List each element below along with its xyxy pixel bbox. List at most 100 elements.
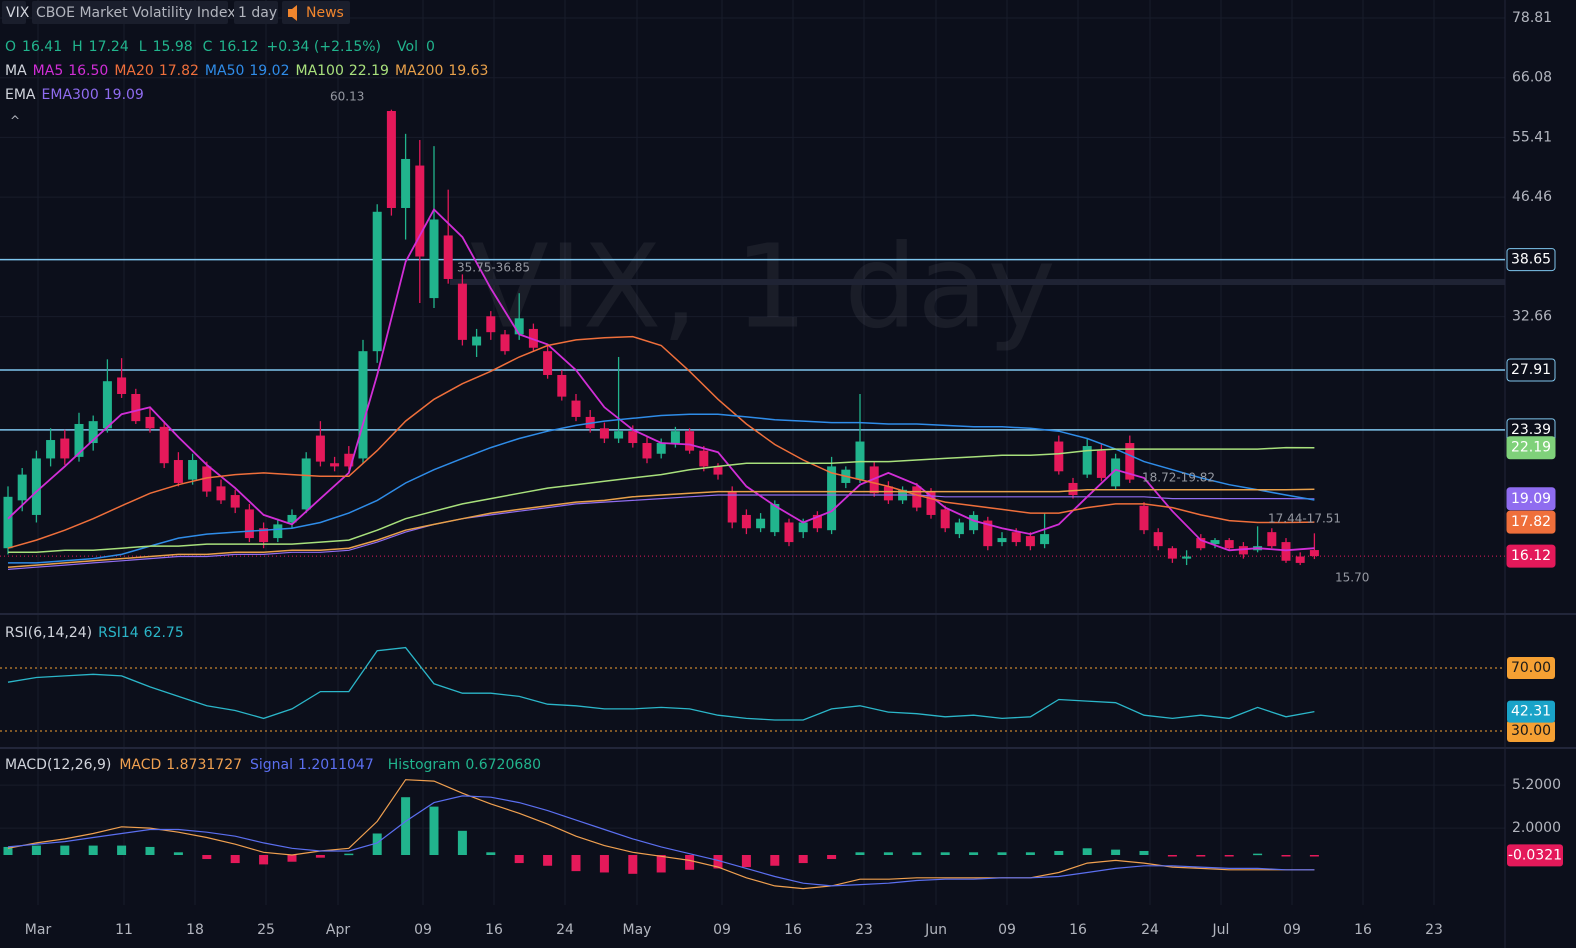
macd-last-label: -0.0321 xyxy=(1508,847,1562,863)
histogram-bar xyxy=(1253,853,1263,856)
header-box[interactable] xyxy=(2,1,26,24)
candle-body xyxy=(472,336,482,346)
header-box[interactable] xyxy=(32,1,228,24)
x-tick-label: 23 xyxy=(1425,922,1443,938)
header-box[interactable] xyxy=(282,1,350,24)
histogram-bar xyxy=(60,845,70,855)
candle-body xyxy=(486,316,496,333)
ma-line xyxy=(7,208,1315,552)
candle-body xyxy=(656,443,666,454)
news-icon xyxy=(288,5,297,21)
y-tick-label: 78.81 xyxy=(1512,10,1552,26)
histogram-bar xyxy=(514,855,524,864)
candle-body xyxy=(827,466,837,531)
header-text[interactable]: 1 day xyxy=(238,5,277,21)
x-tick-label: 16 xyxy=(784,922,802,938)
legend-item: 62.75 xyxy=(144,625,184,641)
legend-item: RSI(6,14,24) xyxy=(5,625,92,641)
header-text[interactable]: VIX xyxy=(6,5,30,21)
candle-body xyxy=(1025,536,1035,547)
candle-body xyxy=(869,466,879,494)
candle-body xyxy=(31,458,41,515)
header-text[interactable]: News xyxy=(306,5,344,21)
candle-body xyxy=(1054,441,1064,472)
macd-last-box xyxy=(1507,844,1563,867)
candle-body xyxy=(784,522,794,543)
x-tick-label: 16 xyxy=(1354,922,1372,938)
candle-body xyxy=(443,235,453,279)
candle-body xyxy=(1111,458,1121,487)
histogram-bar xyxy=(798,855,808,864)
price-label-box xyxy=(1506,358,1556,382)
y-tick-label: 46.46 xyxy=(1512,189,1552,205)
legend-item: 19.09 xyxy=(104,87,144,103)
rsi-last-box xyxy=(1507,700,1555,723)
rsi-legend: RSI(6,14,24) RSI14 62.75 xyxy=(5,625,184,641)
histogram-bar xyxy=(827,855,837,860)
candle-body xyxy=(798,522,808,533)
candle-body xyxy=(713,466,723,475)
price-label: 38.65 xyxy=(1511,252,1551,268)
histogram-bar xyxy=(31,845,41,855)
x-tick-label: 23 xyxy=(855,922,873,938)
candle-body xyxy=(131,394,141,422)
price-label-box xyxy=(1506,544,1556,568)
price-label: 16.12 xyxy=(1511,548,1551,564)
annotation: 15.70 xyxy=(1335,571,1369,585)
histogram-bar xyxy=(543,855,553,866)
candle-body xyxy=(812,514,822,529)
histogram-bar xyxy=(997,852,1007,855)
candle-body xyxy=(1167,548,1177,559)
candle-body xyxy=(1068,482,1078,496)
legend-item: Histogram xyxy=(388,757,461,773)
legend-item: RSI14 xyxy=(98,625,139,641)
legend-item: MA200 xyxy=(395,63,443,79)
rsi-tick-box xyxy=(1507,657,1555,680)
histogram-bar xyxy=(969,852,979,855)
candle-body xyxy=(358,351,368,459)
rsi-line xyxy=(7,646,1315,721)
legend-item: MACD(12,26,9) xyxy=(5,757,111,773)
legend: MA MA5 16.50 MA20 17.82 MA50 19.02 MA100 22.19 MA… xyxy=(5,63,488,79)
histogram-bar xyxy=(571,855,581,872)
histogram-bar xyxy=(1025,852,1035,855)
candle-body xyxy=(1011,532,1021,543)
x-tick-label: 24 xyxy=(1141,922,1159,938)
x-tick-label: 09 xyxy=(414,922,432,938)
y-tick-label: 66.08 xyxy=(1512,70,1552,86)
collapse-caret[interactable]: ^ xyxy=(10,114,20,128)
legend-item: Signal xyxy=(250,757,293,773)
histogram-bar xyxy=(315,855,325,858)
candle-body xyxy=(883,486,893,501)
candle-body xyxy=(614,431,624,439)
price-label-box xyxy=(1506,436,1556,460)
candle-body xyxy=(401,158,411,208)
histogram-bar xyxy=(1167,855,1177,857)
price-label: 22.19 xyxy=(1511,440,1551,456)
candle-body xyxy=(273,524,283,539)
histogram-bar xyxy=(741,855,751,868)
histogram-bar xyxy=(230,855,240,864)
legend-item: C xyxy=(203,39,213,55)
legend-item: 0.6720680 xyxy=(465,757,541,773)
histogram-bar xyxy=(145,846,155,855)
x-tick-label: Mar xyxy=(25,922,52,938)
candle-body xyxy=(571,400,581,417)
candle-body xyxy=(954,522,964,535)
header-text[interactable]: CBOE Market Volatility Index xyxy=(36,5,235,21)
header-box[interactable] xyxy=(234,1,278,24)
legend-item: MACD xyxy=(119,757,161,773)
histogram-bar xyxy=(770,855,780,866)
x-tick-label: May xyxy=(623,922,652,938)
candle-body xyxy=(1238,546,1248,555)
candle-body xyxy=(386,111,396,208)
candle-body xyxy=(557,374,567,397)
rsi-tick-label: 30.00 xyxy=(1511,723,1551,739)
candle-body xyxy=(17,474,27,501)
y-tick-label: 32.66 xyxy=(1512,309,1552,325)
candle-body xyxy=(1096,450,1106,478)
legend-item: 0 xyxy=(426,39,435,55)
candle-body xyxy=(926,491,936,515)
legend-item: MA20 xyxy=(114,63,153,79)
x-tick-label: Jun xyxy=(924,922,947,938)
